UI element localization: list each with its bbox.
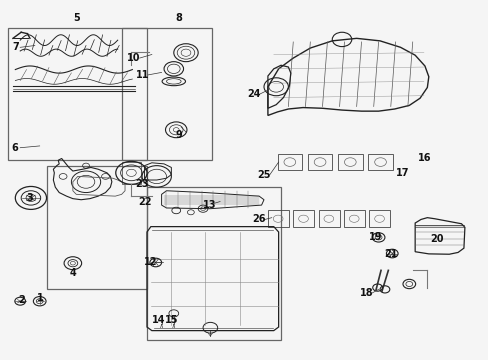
Bar bbox=[293, 210, 314, 227]
Text: 5: 5 bbox=[73, 13, 80, 23]
Text: 25: 25 bbox=[257, 170, 270, 180]
Text: 19: 19 bbox=[368, 232, 382, 242]
Bar bbox=[8, 28, 147, 160]
Bar bbox=[368, 210, 389, 227]
Bar bbox=[147, 187, 281, 339]
Text: 21: 21 bbox=[383, 248, 397, 258]
Bar bbox=[122, 162, 141, 184]
Text: 8: 8 bbox=[175, 13, 182, 23]
Text: 24: 24 bbox=[247, 89, 261, 99]
Text: 14: 14 bbox=[152, 315, 165, 325]
Text: 12: 12 bbox=[144, 257, 157, 267]
Text: 6: 6 bbox=[11, 143, 18, 153]
Text: 15: 15 bbox=[164, 315, 178, 325]
Text: 18: 18 bbox=[359, 288, 372, 298]
Text: 3: 3 bbox=[26, 193, 33, 203]
Bar bbox=[367, 154, 392, 170]
Bar bbox=[318, 210, 339, 227]
Bar bbox=[307, 154, 331, 170]
Text: 11: 11 bbox=[136, 70, 149, 80]
Text: 16: 16 bbox=[417, 153, 431, 163]
Text: 23: 23 bbox=[135, 179, 148, 189]
Text: 10: 10 bbox=[126, 53, 140, 63]
Bar bbox=[343, 210, 364, 227]
Text: 17: 17 bbox=[395, 168, 409, 178]
Text: 2: 2 bbox=[18, 295, 25, 305]
Bar bbox=[337, 154, 362, 170]
Text: 7: 7 bbox=[12, 42, 19, 52]
Bar bbox=[122, 28, 211, 160]
Text: 4: 4 bbox=[69, 268, 76, 278]
Text: 13: 13 bbox=[202, 200, 216, 210]
Text: 26: 26 bbox=[252, 215, 265, 224]
Bar bbox=[47, 166, 147, 289]
Text: 9: 9 bbox=[175, 130, 182, 140]
Text: 1: 1 bbox=[37, 293, 44, 303]
Bar bbox=[277, 154, 302, 170]
Text: 20: 20 bbox=[429, 234, 443, 244]
Text: 22: 22 bbox=[138, 197, 151, 207]
Bar bbox=[267, 210, 288, 227]
